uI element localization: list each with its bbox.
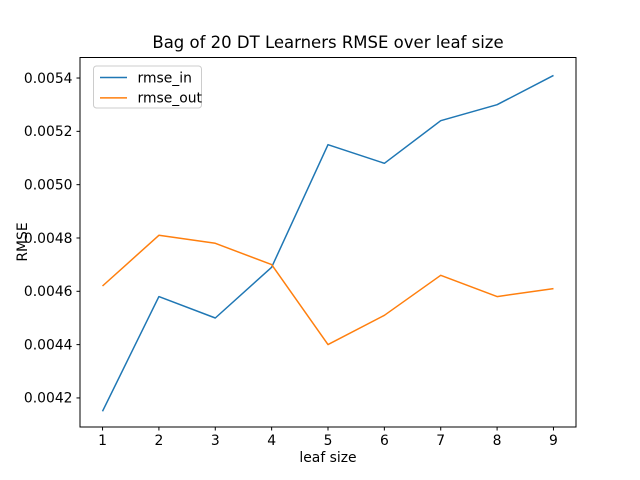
chart-title: Bag of 20 DT Learners RMSE over leaf siz… xyxy=(152,33,503,52)
x-tick-label: 9 xyxy=(549,433,558,449)
legend-label-rmse-out: rmse_out xyxy=(138,91,203,107)
x-axis-label: leaf size xyxy=(299,450,356,466)
y-tick-label: 0.0042 xyxy=(24,391,73,407)
series-line-rmse_in xyxy=(101,74,554,412)
y-tick-label: 0.0044 xyxy=(24,337,73,353)
x-tick-label: 4 xyxy=(267,433,276,449)
series-line-rmse_out xyxy=(101,234,554,346)
x-tick-label: 6 xyxy=(380,433,389,449)
y-tick-label: 0.0046 xyxy=(24,284,73,300)
legend: rmse_in rmse_out xyxy=(93,65,203,109)
axes-frame xyxy=(79,57,577,428)
y-axis-label: RMSE xyxy=(15,222,31,261)
x-tick-label: 3 xyxy=(211,433,220,449)
y-tick-label: 0.0048 xyxy=(24,231,73,247)
x-tick-label: 2 xyxy=(154,433,163,449)
x-tick-label: 5 xyxy=(324,433,333,449)
plot-area: 1 2 3 4 5 6 7 8 9 0.0042 0.0044 0.0046 0.0048 0.0050 0… xyxy=(24,57,577,449)
y-tick-label: 0.0052 xyxy=(24,124,73,140)
y-tick-label: 0.0050 xyxy=(24,177,73,193)
x-tick-label: 1 xyxy=(98,433,107,449)
x-tick-label: 7 xyxy=(436,433,445,449)
x-tick-label: 8 xyxy=(493,433,502,449)
legend-label-rmse-in: rmse_in xyxy=(138,70,192,86)
y-tick-label: 0.0054 xyxy=(24,71,73,87)
